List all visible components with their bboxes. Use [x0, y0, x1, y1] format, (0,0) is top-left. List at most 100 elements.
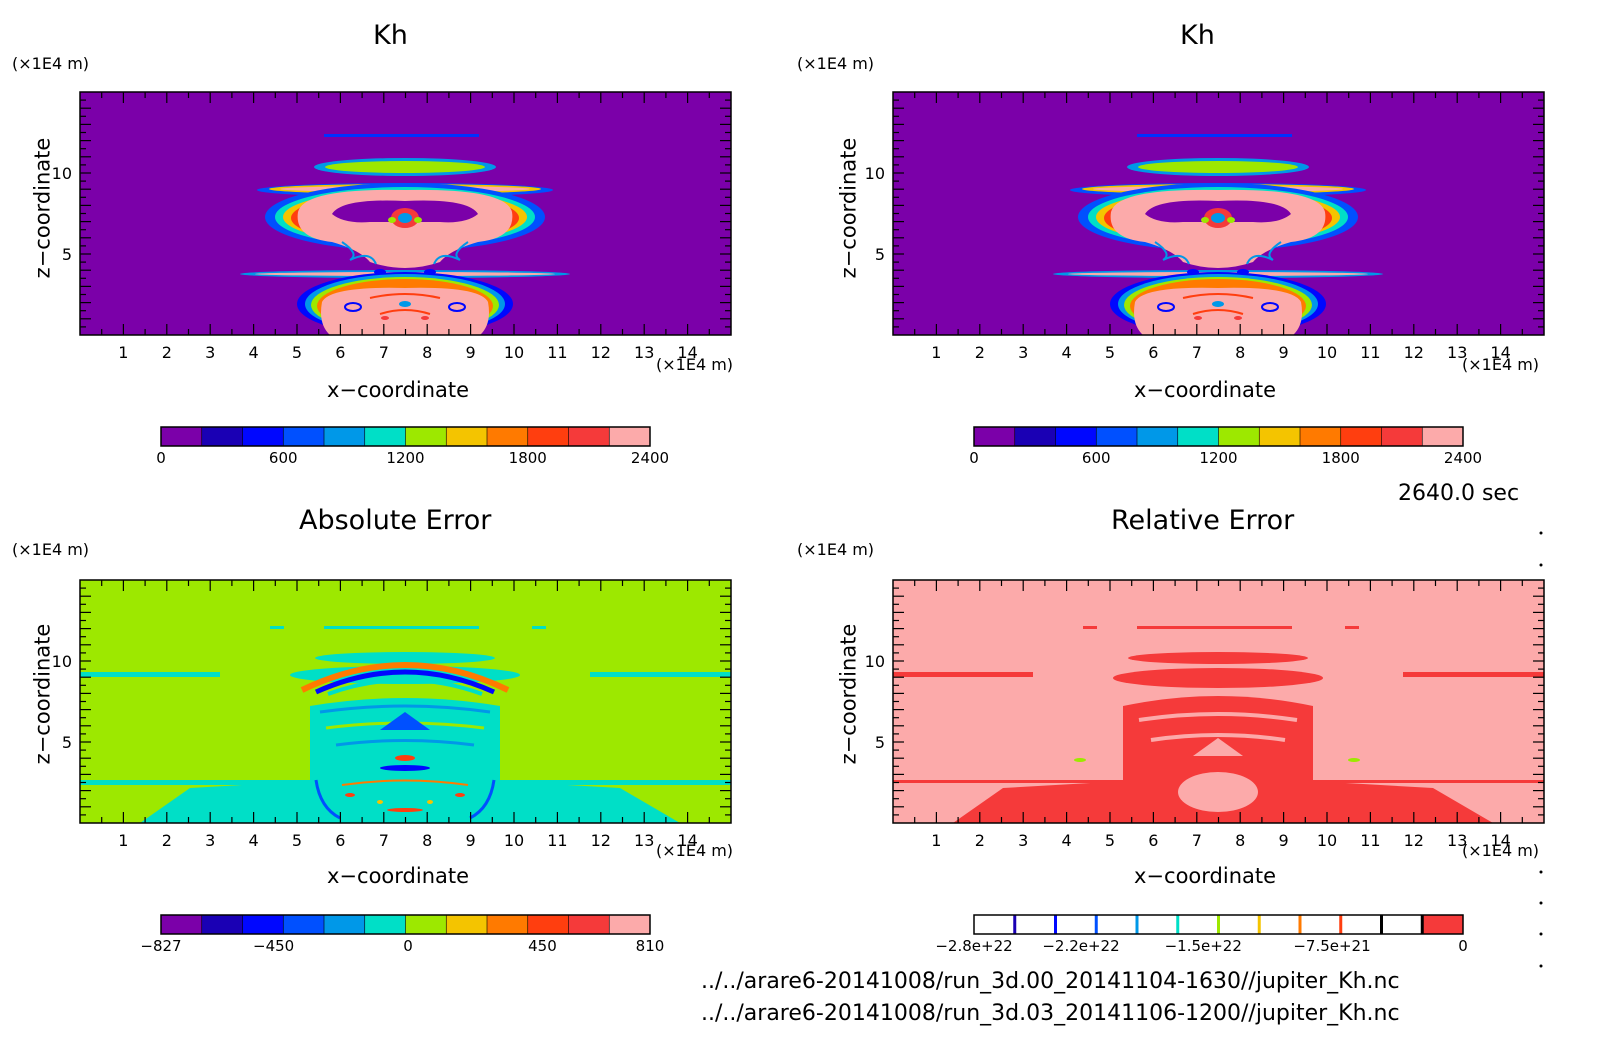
dot-marker — [1540, 564, 1543, 567]
x-tick-label: 11 — [547, 343, 567, 362]
x-tick-label: 4 — [1062, 831, 1072, 850]
x-tick-label: 2 — [162, 831, 172, 850]
colorbar-tick-label: −827 — [140, 937, 181, 955]
x-tick-label: 5 — [1105, 343, 1115, 362]
x-tick-label: 9 — [1279, 343, 1289, 362]
colorbar-swatch — [487, 915, 528, 934]
x-tick-label: 10 — [1317, 343, 1337, 362]
colorbar-swatch — [1056, 427, 1097, 446]
colorbar-swatch — [161, 915, 202, 934]
x-tick-label: 8 — [1235, 831, 1245, 850]
x-tick-label: 9 — [466, 831, 476, 850]
dot-marker — [1540, 965, 1543, 968]
x-tick-label: 1 — [931, 831, 941, 850]
colorbar-swatch — [1178, 427, 1219, 446]
x-tick-label: 7 — [379, 343, 389, 362]
x-tick-label: 13 — [634, 343, 654, 362]
colorbar-swatch — [202, 915, 243, 934]
dot-marker — [1540, 871, 1543, 874]
x-tick-label: 10 — [1317, 831, 1337, 850]
x-tick-label: 8 — [422, 831, 432, 850]
x-tick-label: 4 — [1062, 343, 1072, 362]
colorbar: −827 −450 0 450 810 — [140, 915, 664, 955]
x-tick-label: 10 — [504, 831, 524, 850]
colorbar-swatch — [569, 427, 610, 446]
x-tick-label: 11 — [1360, 831, 1380, 850]
y-tick-label: 10 — [52, 164, 72, 183]
x-tick-label: 3 — [205, 343, 215, 362]
kh-field-left — [80, 92, 731, 336]
colorbar-tick-label: −450 — [253, 937, 294, 955]
colorbar-swatch — [1382, 427, 1423, 446]
colorbar-swatch — [1422, 915, 1463, 934]
colorbar-swatch — [1015, 427, 1056, 446]
x-tick-label: 5 — [292, 831, 302, 850]
x-tick-label: 4 — [249, 343, 259, 362]
colorbar-swatch — [974, 427, 1015, 446]
x-tick-label: 4 — [249, 831, 259, 850]
x-tick-label: 2 — [975, 831, 985, 850]
y-tick-label: 10 — [865, 652, 885, 671]
x-tick-label: 10 — [504, 343, 524, 362]
x-tick-label: 7 — [1192, 343, 1202, 362]
x-tick-label: 1 — [931, 343, 941, 362]
dot-marker — [1540, 933, 1543, 936]
colorbar-swatch — [365, 427, 406, 446]
abs-error-field — [80, 580, 731, 823]
x-tick-label: 6 — [1148, 343, 1158, 362]
colorbar-swatch — [283, 427, 324, 446]
colorbar-tick-label: 0 — [969, 449, 979, 467]
colorbar-tick-label: −7.5e+21 — [1293, 937, 1370, 955]
x-tick-label: 13 — [634, 831, 654, 850]
y-tick-label: 5 — [62, 245, 72, 264]
colorbar-tick-label: 0 — [1458, 937, 1468, 955]
y-tick-label: 10 — [865, 164, 885, 183]
colorbar-swatch — [324, 427, 365, 446]
colorbar-tick-label: 600 — [1082, 449, 1111, 467]
x-tick-label: 3 — [1018, 831, 1028, 850]
colorbar: 0 600 1200 1800 2400 — [156, 427, 669, 467]
colorbar-swatch — [446, 427, 487, 446]
x-tick-label: 3 — [205, 831, 215, 850]
x-tick-label: 12 — [1404, 343, 1424, 362]
colorbar-swatch — [1300, 427, 1341, 446]
x-tick-label: 2 — [975, 343, 985, 362]
colorbar-tick-label: 0 — [156, 449, 166, 467]
colorbar-swatch — [324, 915, 365, 934]
colorbar-swatch — [487, 427, 528, 446]
colorbar-swatch — [1259, 427, 1300, 446]
colorbar-tick-label: 1800 — [509, 449, 547, 467]
colorbar-swatch — [1341, 427, 1382, 446]
colorbar-tick-label: 1200 — [1199, 449, 1237, 467]
x-tick-label: 8 — [1235, 343, 1245, 362]
colorbar-swatch — [406, 915, 447, 934]
colorbar-tick-label: 0 — [403, 937, 413, 955]
colorbar-swatch — [569, 915, 610, 934]
colorbar-swatch — [283, 915, 324, 934]
colorbar-tick-label: 450 — [528, 937, 557, 955]
colorbar-swatch — [243, 915, 284, 934]
colorbar-swatch — [1096, 427, 1137, 446]
colorbar-swatch — [609, 915, 650, 934]
colorbar-swatch — [202, 427, 243, 446]
colorbar-swatch — [243, 427, 284, 446]
x-tick-label: 2 — [162, 343, 172, 362]
x-tick-label: 7 — [1192, 831, 1202, 850]
y-tick-label: 5 — [62, 733, 72, 752]
colorbar-tick-label: 1200 — [386, 449, 424, 467]
kh-field-right — [893, 92, 1544, 336]
dot-marker — [1540, 902, 1543, 905]
colorbar-tick-label: −2.8e+22 — [935, 937, 1012, 955]
x-tick-label: 7 — [379, 831, 389, 850]
x-tick-label: 6 — [335, 343, 345, 362]
x-tick-label: 8 — [422, 343, 432, 362]
colorbar-swatch — [528, 427, 569, 446]
x-tick-label: 6 — [335, 831, 345, 850]
colorbar-swatch — [365, 915, 406, 934]
x-tick-label: 13 — [1447, 343, 1467, 362]
colorbar-tick-label: −2.2e+22 — [1042, 937, 1119, 955]
x-tick-label: 5 — [292, 343, 302, 362]
x-tick-label: 1 — [118, 831, 128, 850]
colorbar-swatch — [161, 427, 202, 446]
x-tick-label: 5 — [1105, 831, 1115, 850]
